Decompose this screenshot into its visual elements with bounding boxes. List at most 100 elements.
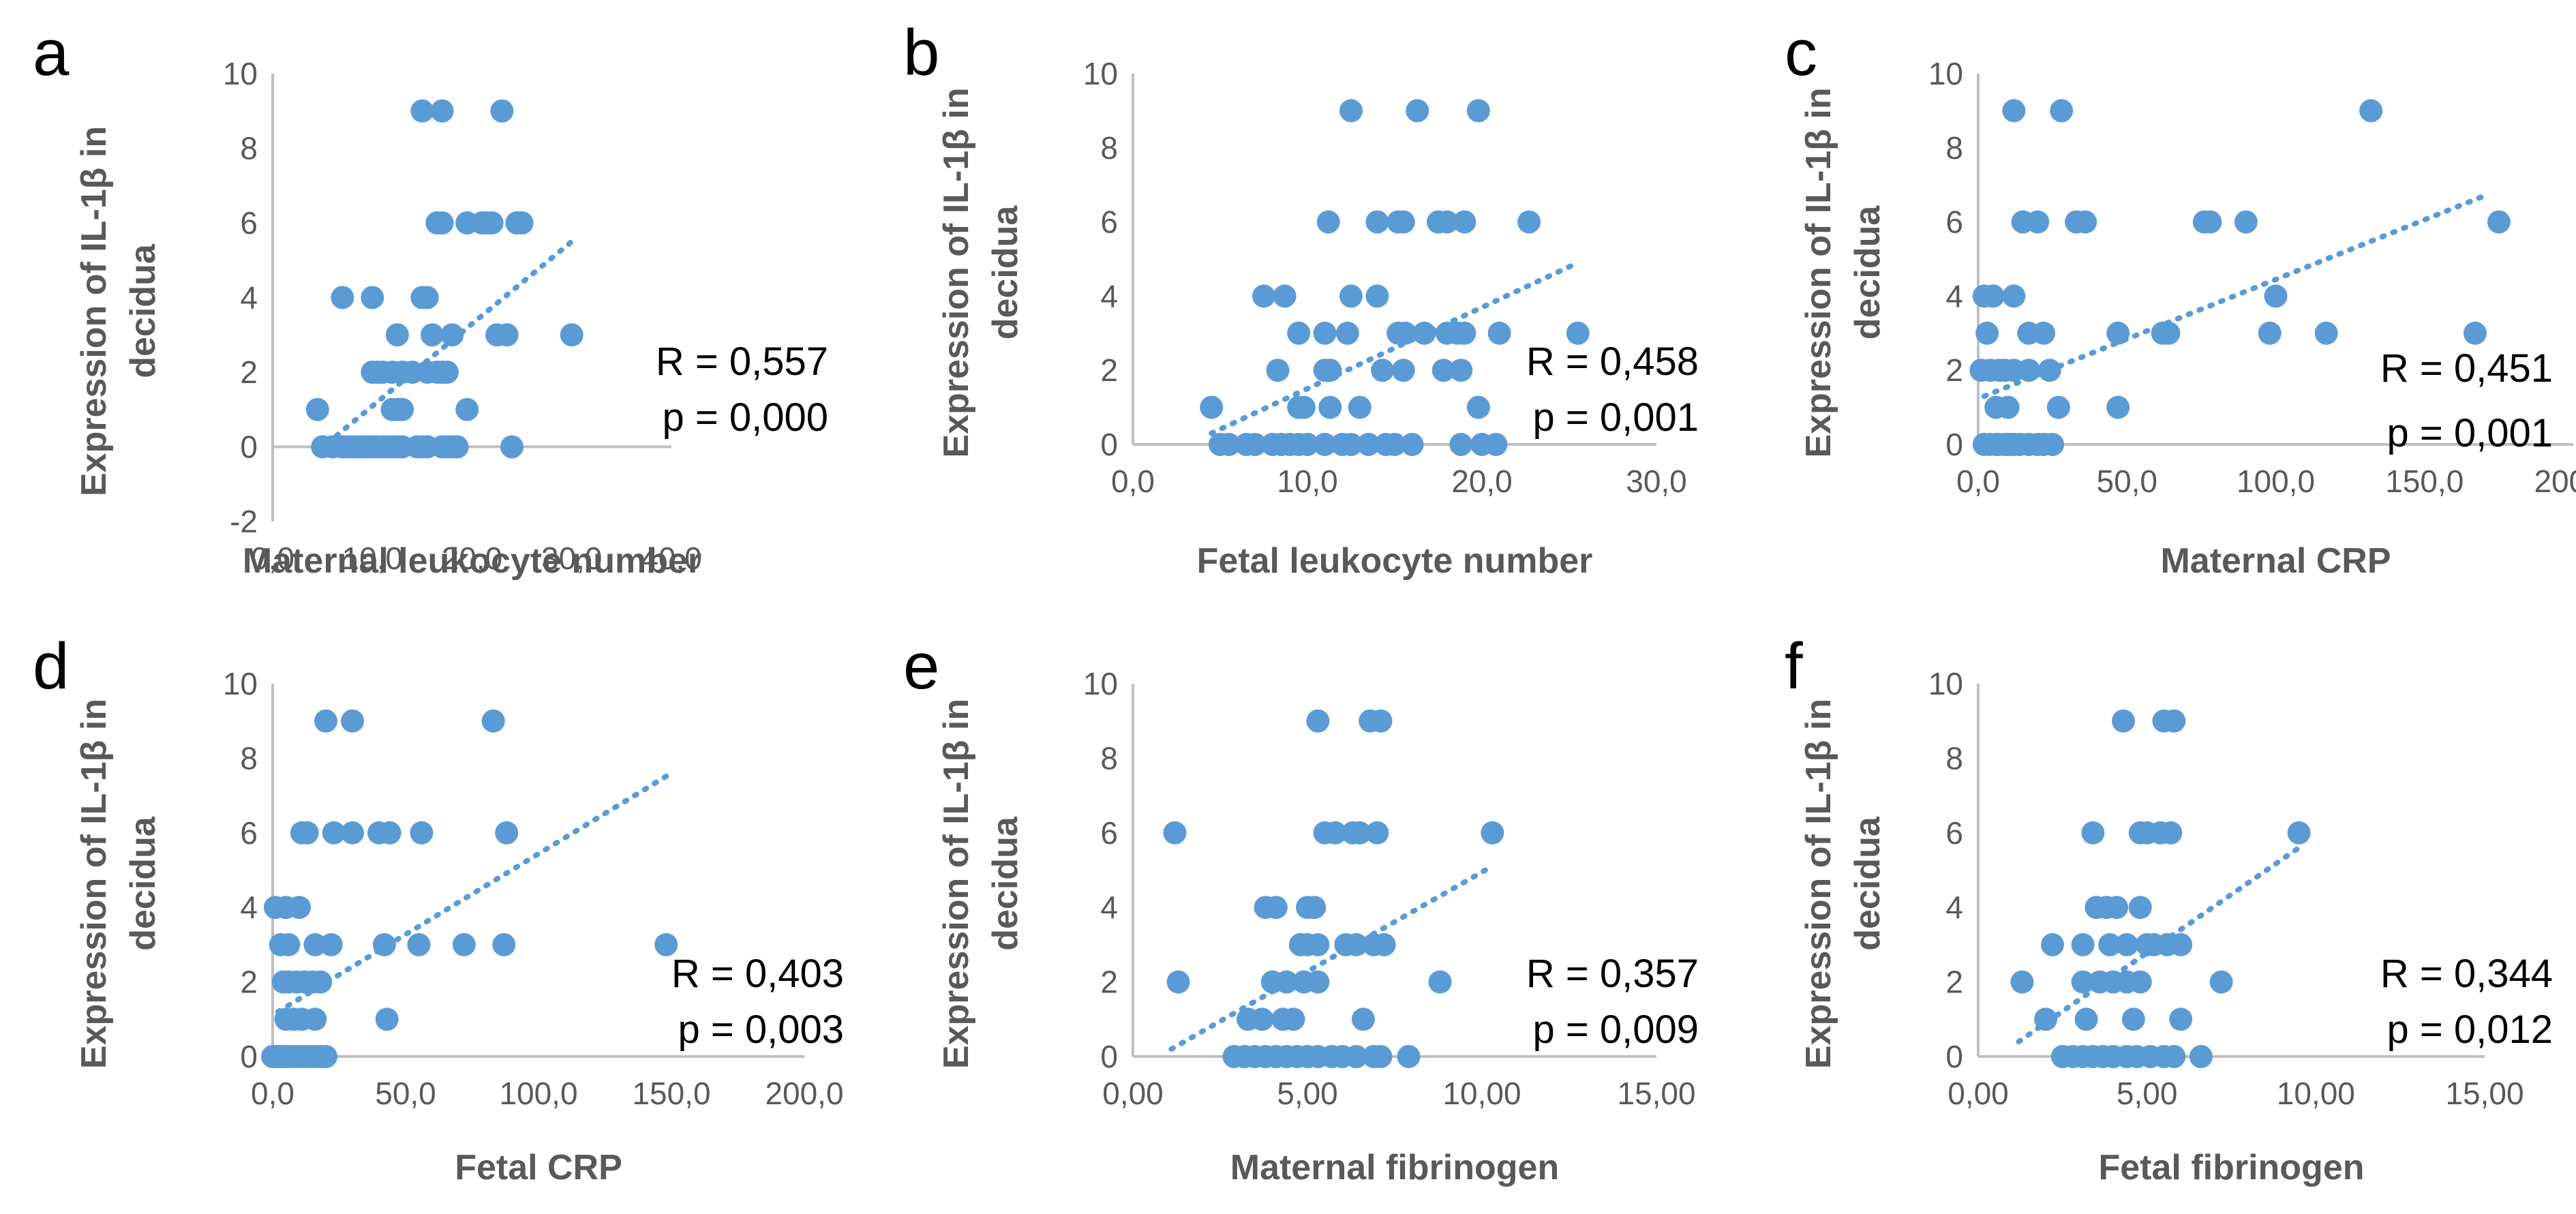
data-point — [1166, 970, 1190, 994]
x-tick-label: 150,0 — [632, 1076, 710, 1111]
x-axis-title: Fetal fibrinogen — [2099, 1148, 2365, 1187]
data-point — [1975, 321, 1999, 345]
x-tick-label: 150,0 — [2385, 464, 2464, 499]
trend-line — [2016, 845, 2302, 1045]
panel-f: f 0 2 4 6 8 10 0,00 5,00 10,00 15,00 Fetal fibrinog… — [1785, 630, 2553, 1187]
data-point — [1431, 359, 1455, 382]
y-axis-title-line1: Expression of IL-1β in — [937, 87, 976, 457]
data-point — [495, 323, 519, 347]
trend-line — [1981, 193, 2487, 399]
data-point — [2234, 210, 2258, 234]
data-point — [1435, 210, 1459, 234]
data-point — [1391, 359, 1415, 382]
x-tick-label: 5,00 — [2117, 1076, 2178, 1111]
data-point — [1163, 821, 1187, 845]
data-point — [510, 211, 534, 234]
data-point — [2046, 395, 2070, 419]
data-point — [2081, 821, 2105, 845]
data-point — [2258, 321, 2282, 345]
data-point — [2157, 321, 2181, 345]
data-point — [1296, 433, 1319, 456]
x-tick-label: 20,0 — [1451, 464, 1513, 499]
data-point — [2159, 821, 2183, 845]
data-point — [2105, 896, 2129, 920]
stat-p: p = 0,003 — [678, 1007, 845, 1052]
data-point — [1323, 821, 1347, 845]
data-point — [2487, 210, 2511, 234]
data-point — [2359, 99, 2383, 123]
trend-line — [275, 770, 674, 1015]
y-axis-title: Expression of IL-1β in decidua — [74, 699, 163, 1069]
data-point — [1369, 1045, 1393, 1068]
data-point — [1339, 284, 1363, 308]
data-point — [1292, 395, 1316, 419]
data-point — [481, 709, 505, 733]
data-point — [1306, 709, 1330, 733]
data-point — [2314, 321, 2338, 345]
data-point — [1400, 433, 1424, 456]
data-point — [2098, 932, 2122, 956]
data-point — [1466, 395, 1490, 419]
y-tick-label: 10 — [223, 56, 258, 91]
data-point — [319, 932, 343, 956]
x-tick-label: 50,0 — [2096, 464, 2157, 499]
data-point — [415, 286, 439, 309]
data-point — [410, 99, 434, 123]
data-point — [1487, 321, 1511, 345]
y-tick-label: 2 — [1945, 965, 1963, 1000]
data-point — [455, 397, 479, 421]
data-point — [305, 397, 329, 421]
panel-b: b 0 2 4 6 8 10 0,0 10,0 20,0 30,0 Fetal leukocyte n… — [903, 16, 1699, 581]
x-axis-title: Fetal leukocyte number — [1197, 541, 1593, 581]
y-tick-label: 2 — [1100, 352, 1118, 388]
data-point — [2010, 970, 2034, 994]
data-point — [490, 99, 514, 123]
y-tick-label: 2 — [240, 354, 258, 390]
y-tick-label: 6 — [240, 205, 258, 241]
trend-line — [324, 239, 575, 446]
x-tick-label: 20,0 — [442, 541, 503, 576]
data-point — [1266, 359, 1290, 382]
data-point — [421, 323, 444, 347]
data-point — [1365, 210, 1389, 234]
x-axis-title: Maternal CRP — [2160, 541, 2391, 581]
x-tick-label: 200,0 — [2534, 464, 2576, 499]
y-tick-label: 6 — [1945, 204, 1963, 240]
stat-r: R = 0,557 — [656, 339, 828, 384]
x-axis-title: Maternal fibrinogen — [1230, 1148, 1559, 1187]
data-point — [2074, 1007, 2098, 1031]
x-tick-label: 100,0 — [2237, 464, 2315, 499]
data-point — [1252, 284, 1275, 308]
trend-line — [1168, 867, 1489, 1052]
stat-p: p = 0,009 — [1533, 1007, 1699, 1052]
data-point — [1348, 821, 1372, 845]
data-point — [500, 435, 524, 459]
data-point — [1250, 1007, 1274, 1031]
data-point — [322, 821, 346, 845]
data-point — [1996, 395, 2020, 419]
data-point — [2198, 210, 2222, 234]
x-tick-label: 30,0 — [541, 541, 603, 576]
data-point — [1243, 433, 1267, 456]
data-point — [1318, 395, 1342, 419]
y-tick-label: 8 — [1100, 740, 1118, 776]
data-point — [2162, 709, 2186, 733]
data-point — [331, 286, 354, 309]
stat-p: p = 0,001 — [1533, 395, 1699, 440]
y-tick-label: 0 — [240, 1039, 258, 1074]
x-tick-label: 0,0 — [1956, 464, 2000, 499]
stat-p: p = 0,000 — [663, 395, 829, 440]
data-point — [375, 1007, 399, 1031]
y-tick-label: 6 — [240, 815, 258, 851]
x-tick-label: 0,0 — [1111, 464, 1155, 499]
data-point — [2162, 1045, 2186, 1068]
x-tick-label: 5,00 — [1277, 1076, 1338, 1111]
stat-r: R = 0,451 — [2380, 346, 2553, 391]
data-point — [1466, 99, 1490, 123]
data-point — [2264, 284, 2288, 308]
y-tick-label: 0 — [1100, 1039, 1118, 1074]
y-axis-title-line1: Expression of IL-1β in — [937, 699, 976, 1069]
